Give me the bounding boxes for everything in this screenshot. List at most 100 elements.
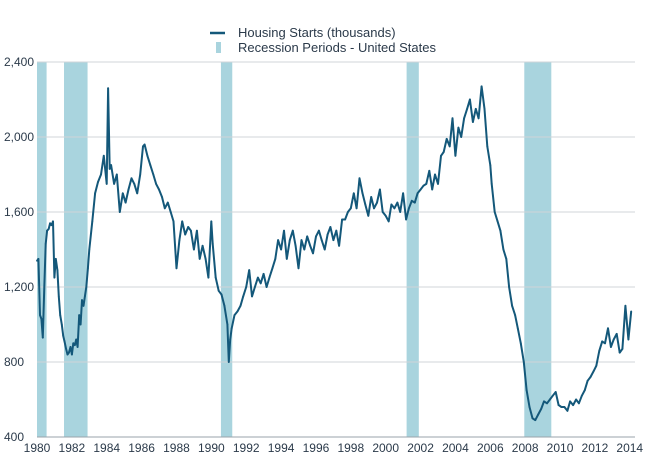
data-point-114	[303, 248, 306, 251]
data-point-175	[480, 85, 483, 88]
data-point-218	[604, 342, 606, 345]
data-point-181	[496, 220, 499, 223]
data-point-67	[172, 220, 175, 223]
data-point-58	[146, 154, 149, 157]
data-point-145	[393, 207, 396, 210]
data-point-94	[245, 286, 248, 288]
data-point-103	[271, 267, 274, 270]
data-point-109	[288, 239, 291, 242]
data-point-105	[277, 239, 279, 242]
data-point-116	[309, 244, 312, 247]
data-point-13	[54, 258, 57, 260]
data-point-41	[102, 154, 105, 157]
data-point-157	[428, 169, 431, 172]
data-point-101	[265, 286, 268, 288]
data-point-48	[118, 211, 121, 213]
data-point-56	[142, 145, 144, 148]
data-point-123	[329, 226, 332, 228]
legend-label-housing-starts: Housing Starts (thousands)	[238, 25, 396, 40]
x-tick-label-1996: 1996	[303, 441, 330, 455]
x-tick-label-1988: 1988	[163, 441, 190, 455]
data-point-69	[178, 239, 181, 242]
data-point-63	[161, 196, 163, 198]
data-point-118	[315, 235, 317, 238]
series-line-housing-starts	[36, 85, 633, 422]
data-point-227	[630, 310, 633, 313]
data-point-89	[230, 327, 233, 330]
data-point-49	[121, 192, 124, 195]
data-point-82	[214, 276, 217, 279]
data-point-204	[563, 406, 566, 408]
data-point-12	[53, 276, 56, 279]
data-point-150	[408, 207, 410, 210]
data-point-130	[349, 207, 352, 210]
y-tick-label-1200: 1,200	[4, 280, 34, 294]
data-point-34	[85, 286, 88, 288]
data-point-68	[175, 267, 178, 270]
data-point-28	[76, 346, 79, 348]
data-point-226	[627, 338, 630, 341]
data-point-11	[52, 220, 54, 223]
data-point-59	[149, 164, 152, 167]
data-point-44	[108, 168, 111, 170]
data-point-154	[419, 188, 422, 191]
data-point-97	[254, 286, 256, 288]
data-point-20	[65, 348, 67, 350]
data-point-62	[158, 188, 160, 191]
data-point-9	[49, 222, 51, 225]
data-point-143	[387, 220, 390, 223]
y-tick-label-800: 800	[4, 355, 24, 369]
data-point-209	[578, 402, 580, 405]
data-point-160	[437, 183, 439, 185]
data-point-104	[274, 258, 277, 260]
legend-recession-swatch	[216, 42, 221, 53]
data-point-36	[88, 248, 91, 251]
data-point-170	[466, 108, 468, 110]
data-point-179	[490, 183, 493, 185]
data-point-171	[469, 98, 471, 101]
x-tick-label-2000: 2000	[372, 441, 399, 455]
gridlines	[37, 61, 635, 438]
data-point-163	[445, 138, 448, 140]
data-point-52	[130, 177, 133, 180]
data-point-149	[405, 218, 407, 221]
data-point-188	[516, 327, 519, 330]
data-point-39	[97, 181, 99, 183]
data-point-194	[534, 419, 537, 421]
data-point-164	[448, 145, 451, 148]
data-point-106	[280, 248, 282, 251]
data-point-29	[78, 314, 81, 316]
data-point-83	[217, 289, 220, 292]
data-point-73	[190, 229, 192, 232]
data-point-77	[201, 244, 204, 247]
data-point-93	[242, 295, 245, 298]
data-point-136	[367, 214, 370, 217]
data-point-178	[489, 164, 492, 167]
data-point-191	[525, 389, 528, 391]
data-point-158	[431, 188, 434, 191]
data-point-169	[463, 117, 465, 120]
data-point-200	[551, 394, 554, 397]
data-point-138	[373, 207, 375, 210]
y-tick-label-400: 400	[4, 430, 24, 444]
data-point-15	[57, 295, 60, 298]
data-point-6	[44, 243, 47, 245]
data-point-139	[376, 201, 378, 204]
data-point-152	[413, 201, 416, 204]
data-point-121	[323, 248, 326, 251]
data-point-134	[361, 192, 364, 195]
data-point-80	[210, 220, 213, 223]
recession-band-3	[220, 62, 233, 437]
data-point-165	[451, 117, 454, 120]
data-point-7	[46, 229, 48, 232]
data-point-51	[127, 188, 130, 191]
data-point-86	[226, 323, 229, 326]
data-point-16	[59, 314, 62, 316]
data-point-159	[434, 173, 436, 176]
data-point-4	[41, 336, 44, 339]
data-point-87	[227, 361, 230, 363]
x-tick-label-1986: 1986	[128, 441, 155, 455]
data-point-119	[318, 229, 320, 232]
data-point-38	[94, 192, 96, 195]
data-point-113	[300, 239, 303, 242]
